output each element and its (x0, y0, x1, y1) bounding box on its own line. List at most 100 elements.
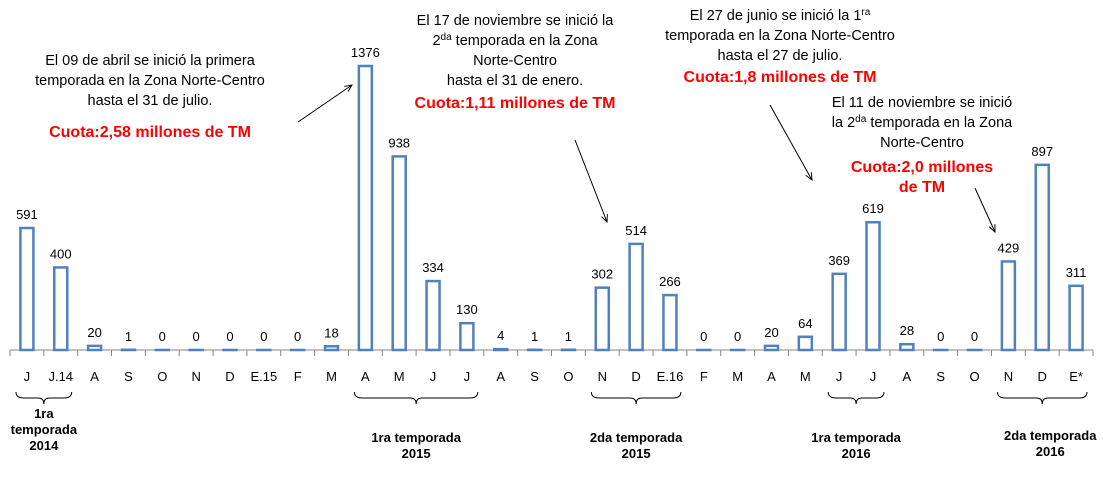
season-label: 2da temporada (1004, 428, 1097, 443)
data-label: 1 (125, 329, 132, 344)
annotation-part: hasta el 27 de julio. (718, 48, 843, 64)
bar (20, 228, 33, 350)
annotation-part: hasta el 31 de julio. (88, 93, 213, 109)
season-label: 1ra temporada (371, 430, 461, 445)
x-tick-label: J (464, 369, 471, 384)
bar (494, 349, 507, 350)
bar (427, 281, 440, 350)
x-tick-label: J (24, 369, 31, 384)
x-tick-label: F (294, 369, 302, 384)
annotation-text: hasta el 31 de enero. (447, 73, 583, 89)
data-label: 0 (294, 329, 301, 344)
data-label: 0 (734, 329, 741, 344)
season-brace (354, 392, 477, 404)
arrow (770, 105, 812, 180)
data-label: 0 (260, 329, 267, 344)
annotation-part: temporada en la Zona Norte-Centro (665, 28, 895, 44)
data-label: 311 (1066, 265, 1087, 280)
x-tick-label: A (361, 369, 370, 384)
annotation-quota: Cuota:2,58 millones de TM (49, 124, 251, 141)
bar (596, 288, 609, 350)
annotation-quota: Cuota:1,11 millones de TM (415, 95, 616, 112)
season-brace (997, 392, 1087, 404)
bar (54, 267, 67, 350)
annotation-part: El 27 de junio se inició la 1 (690, 8, 862, 24)
bar (359, 66, 372, 350)
x-tick-label: M (800, 369, 811, 384)
x-tick-label: N (598, 369, 607, 384)
annotation-part: 2 (432, 33, 440, 49)
arrow (975, 188, 995, 232)
bar (663, 295, 676, 350)
arrow (575, 140, 607, 222)
data-label: 938 (388, 135, 410, 150)
x-tick-label: F (700, 369, 708, 384)
annotation-part: da (855, 114, 867, 125)
annotation-text: Norte-Centro (473, 53, 557, 69)
bar (630, 244, 643, 350)
season-label: 2014 (29, 438, 59, 453)
arrow (298, 85, 352, 122)
data-label: 429 (998, 240, 1020, 255)
data-label: 1376 (351, 45, 380, 60)
annotation-text: 2da temporada en la Zona (432, 32, 598, 50)
season-label: 2016 (1036, 444, 1065, 459)
bar (460, 323, 473, 350)
data-label: 514 (625, 223, 647, 238)
x-tick-label: O (157, 369, 167, 384)
annotation-part: da (441, 32, 453, 43)
x-tick-label: N (191, 369, 200, 384)
data-label: 20 (87, 325, 101, 340)
data-label: 1 (531, 329, 538, 344)
x-tick-label: M (732, 369, 743, 384)
season-label: 2015 (622, 446, 651, 461)
data-label: 302 (591, 267, 613, 282)
data-label: 18 (324, 325, 338, 340)
annotation-text: El 27 de junio se inició la 1ra (690, 7, 871, 25)
x-tick-label: O (969, 369, 979, 384)
x-tick-label: E.15 (250, 369, 277, 384)
data-label: 0 (971, 329, 978, 344)
x-tick-label: M (394, 369, 405, 384)
data-label: 334 (422, 260, 444, 275)
data-label: 64 (798, 316, 812, 331)
x-tick-label: J (430, 369, 437, 384)
annotation-text: Norte-Centro (880, 135, 964, 151)
bar (867, 222, 880, 350)
bar (393, 156, 406, 350)
x-tick-label: E.16 (657, 369, 684, 384)
data-label: 20 (764, 325, 778, 340)
season-label: 1ra (34, 406, 54, 421)
data-label: 266 (659, 274, 681, 289)
data-label: 0 (700, 329, 707, 344)
x-tick-label: E* (1069, 369, 1083, 384)
data-label: 4 (497, 328, 504, 343)
annotation-part: Norte-Centro (880, 135, 964, 151)
annotation-part: Norte-Centro (473, 53, 557, 69)
bar (833, 274, 846, 350)
annotation-text: El 11 de noviembre se inició (832, 95, 1012, 111)
annotation-part: El 09 de abril se inició la primera (45, 53, 255, 69)
x-tick-label: M (326, 369, 337, 384)
annotation-part: temporada en la Zona (866, 115, 1013, 131)
data-label: 400 (50, 246, 72, 261)
x-tick-label: O (563, 369, 573, 384)
annotation-text: El 09 de abril se inició la primera (45, 53, 255, 69)
x-tick-label: J (870, 369, 877, 384)
annotation-text: El 17 de noviembre se inició la (417, 13, 615, 29)
bar (1036, 165, 1049, 350)
data-label: 0 (937, 329, 944, 344)
data-label: 0 (226, 329, 233, 344)
bar (900, 344, 913, 350)
season-brace (591, 392, 681, 404)
x-tick-label: D (1038, 369, 1047, 384)
annotation-part: ra (861, 7, 870, 18)
annotation-text: temporada en la Zona Norte-Centro (665, 28, 895, 44)
data-label: 28 (900, 323, 914, 338)
x-tick-label: J.14 (48, 369, 73, 384)
season-label: 2016 (842, 446, 871, 461)
annotation-text: la 2da temporada en la Zona (832, 114, 1013, 132)
bar (765, 346, 778, 350)
data-label: 130 (456, 302, 478, 317)
